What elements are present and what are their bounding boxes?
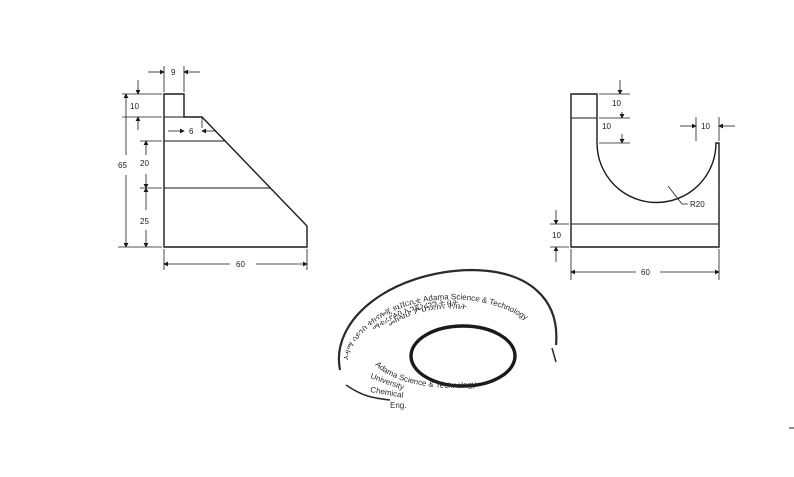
dim-radius: R20	[690, 200, 705, 209]
stamp-inner-text-4: Eng.	[390, 401, 406, 410]
dim-right-land: 10	[701, 122, 710, 131]
left-view: 9 10 6 65 20 25 60	[118, 66, 308, 270]
dim-lower-step: 10	[602, 122, 611, 131]
left-view-outline	[163, 93, 308, 248]
dim-base-width: 60	[236, 260, 245, 269]
dim-right-base-width: 60	[641, 268, 650, 277]
dim-mid-height: 20	[140, 159, 149, 168]
dim-step: 6	[189, 127, 194, 136]
institution-stamp: ኦዳማ ሳይንስ ቴክኖሎጂ ዩኒቨርሲቲ Adama Science & Te…	[337, 268, 558, 410]
dim-overall-height: 65	[118, 161, 127, 170]
dim-upper-step: 10	[612, 99, 621, 108]
right-view-outline	[570, 93, 720, 248]
dim-top-height: 10	[130, 102, 139, 111]
stamp-inner-ring	[409, 324, 517, 388]
dim-right-base-height: 10	[552, 231, 561, 240]
dim-top-width: 9	[171, 68, 176, 77]
dim-base-height: 25	[140, 217, 149, 226]
right-view: 10 10 10 R20 10 60	[550, 80, 735, 280]
